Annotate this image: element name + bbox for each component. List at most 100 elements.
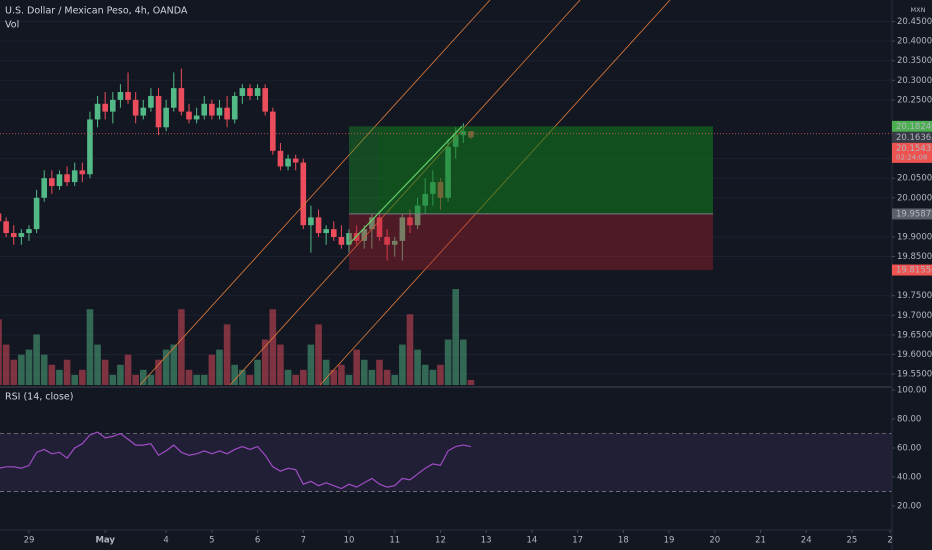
- candle-body: [369, 217, 375, 230]
- volume-bar: [178, 309, 185, 385]
- candle-body: [285, 158, 291, 167]
- candle-body: [3, 221, 9, 234]
- volume-bar: [414, 349, 421, 385]
- candle-body: [163, 107, 169, 128]
- volume-bar: [170, 344, 178, 385]
- candle-body: [437, 182, 444, 198]
- volume-bar: [307, 344, 315, 385]
- volume-bar: [444, 339, 452, 385]
- x-tick-label: 25: [847, 536, 858, 546]
- candle-layer: [0, 68, 474, 261]
- candle-body: [155, 95, 162, 128]
- volume-bar: [71, 374, 78, 385]
- candle-body: [49, 178, 55, 187]
- candle-body: [102, 103, 108, 112]
- candle-body: [452, 135, 459, 147]
- volume-bar: [94, 344, 101, 385]
- x-tick-label: 17: [572, 536, 583, 546]
- candle-body: [346, 233, 352, 245]
- x-tick-label: 6: [255, 536, 260, 546]
- candle-body: [330, 229, 337, 237]
- volume-bar: [246, 374, 254, 385]
- price-tag: [892, 120, 932, 132]
- rsi-layer: [0, 431, 892, 492]
- rsi-y-tick-label: 100.00: [897, 386, 927, 396]
- candle-body: [178, 88, 185, 112]
- volume-bar: [109, 374, 117, 385]
- x-tick-label: 24: [801, 536, 812, 546]
- candle-body: [94, 103, 101, 120]
- volume-bar: [345, 374, 353, 385]
- volume-bar: [0, 319, 2, 385]
- x-tick-label: 11: [389, 536, 400, 546]
- currency-label: MXN: [911, 6, 926, 14]
- x-tick-label: May: [95, 536, 115, 546]
- candle-body: [407, 217, 413, 226]
- volume-bar: [330, 369, 338, 385]
- rsi-band: [0, 433, 892, 492]
- volume-bar: [18, 354, 25, 385]
- volume-bar: [200, 374, 208, 385]
- candle-body: [391, 240, 398, 245]
- candle-body: [110, 99, 116, 112]
- candle-body: [224, 107, 230, 120]
- volume-bar: [63, 359, 71, 385]
- candle-body: [384, 236, 390, 245]
- symbol-title: U.S. Dollar / Mexican Peso, 4h, OANDA: [5, 6, 188, 17]
- volume-bar: [79, 369, 86, 385]
- rsi-y-tick-label: 40.00: [897, 472, 921, 482]
- x-tick-label: 13: [481, 536, 492, 546]
- candle-body: [262, 88, 268, 112]
- profit-zone-highlight: [378, 126, 713, 214]
- x-tick-label: 10: [344, 536, 355, 546]
- volume-bar: [155, 359, 162, 385]
- volume-bar: [269, 309, 277, 385]
- rsi-y-tick-label: 80.00: [897, 415, 921, 425]
- candle-body: [414, 205, 421, 226]
- volume-bar: [261, 339, 269, 385]
- price-tag: [892, 142, 932, 163]
- rsi-title: RSI (14, close): [5, 392, 73, 403]
- price-tag-label: 20.16365: [896, 133, 932, 143]
- candle-body: [338, 236, 345, 245]
- candle-body: [140, 107, 147, 116]
- volume-bar: [2, 344, 10, 385]
- channel-line: [139, 0, 491, 386]
- y-tick-label: 19.85000: [897, 252, 932, 262]
- x-tick-label: 14: [526, 536, 537, 546]
- candle-body: [254, 88, 261, 96]
- volume-bar: [368, 369, 376, 385]
- candle-body: [117, 92, 124, 100]
- candle-body: [193, 115, 200, 120]
- candle-body: [422, 193, 429, 206]
- volume-bar: [124, 354, 132, 385]
- profit-zone: [349, 126, 713, 214]
- volume-bar: [376, 359, 383, 385]
- price-tag: [892, 208, 932, 220]
- y-tick-label: 20.00000: [897, 193, 932, 203]
- volume-bar: [421, 364, 429, 385]
- y-tick-label: 19.65000: [897, 330, 932, 340]
- volume-bar: [315, 324, 322, 385]
- price-tag: [892, 264, 932, 276]
- x-tick-label: 29: [24, 536, 35, 546]
- volume-bar: [300, 369, 307, 385]
- candle-body: [10, 233, 17, 237]
- volume-bar: [452, 289, 459, 385]
- candle-body: [71, 170, 78, 183]
- volume-bar: [406, 314, 414, 385]
- volume-bar: [231, 364, 239, 385]
- channel-line: [229, 0, 581, 386]
- volume-bar: [10, 359, 18, 385]
- price-tag-label: 20.18240: [896, 122, 932, 132]
- price-tag: [892, 131, 932, 143]
- candle-body: [125, 92, 131, 100]
- volume-bar: [360, 359, 368, 385]
- rsi-y-tick-label: 60.00: [897, 443, 921, 453]
- volume-bar: [338, 364, 345, 385]
- volume-bar: [162, 349, 170, 385]
- volume-bar: [254, 359, 261, 385]
- volume-bar: [139, 369, 147, 385]
- candle-body: [209, 103, 215, 116]
